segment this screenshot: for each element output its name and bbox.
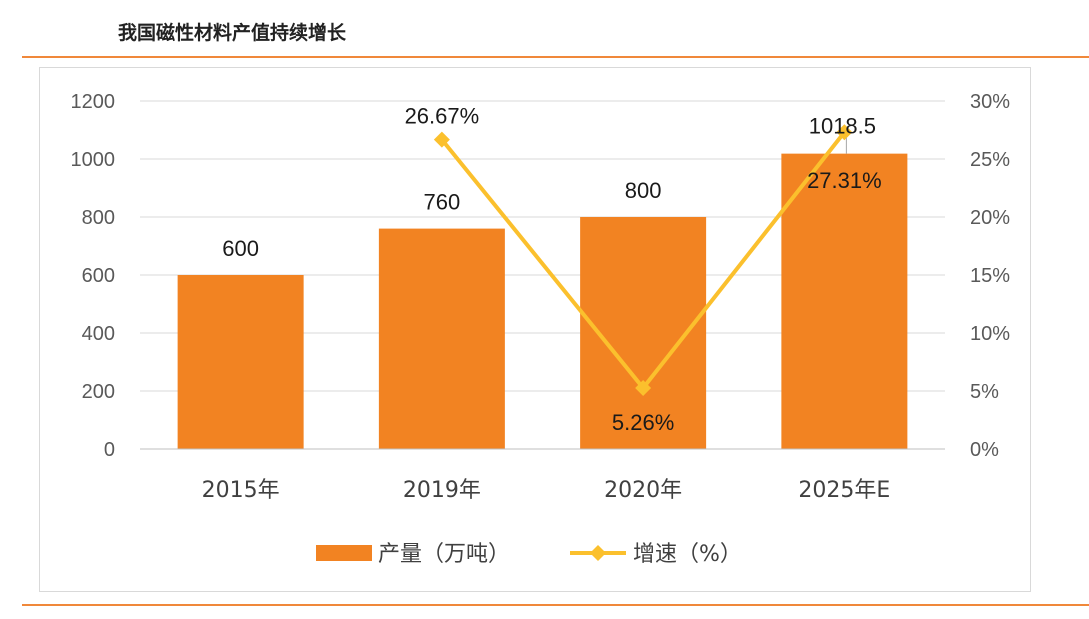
legend: 产量（万吨） 增速（%） [316,542,742,567]
y-left-tick-label: 800 [82,207,115,229]
x-tick-label: 2015年 [202,478,280,503]
page-title: 我国磁性材料产值持续增长 [118,22,347,44]
line-point-marker [635,379,652,396]
bar-series [177,153,908,449]
y-right-tick-label: 20% [970,207,1010,229]
line-point-marker [836,124,853,141]
y-left-tick-label: 0 [104,439,115,461]
legend-line-marker [590,545,606,561]
legend-bar-label: 产量（万吨） [378,542,510,567]
legend-bar-swatch [316,545,372,561]
bar [177,275,304,449]
bar-data-label: 800 [625,178,662,203]
y-left-tick-label: 1200 [71,91,116,113]
y-left-tick-label: 600 [82,265,115,287]
line-series [433,124,853,396]
line-data-label: 5.26% [612,410,674,435]
y-right-tick-label: 15% [970,265,1010,287]
top-divider [22,56,1089,58]
data-labels: 600 760 800 1018.5 26.67% 5.26% 27.31% [222,104,881,435]
y-right-tick-label: 30% [970,91,1010,113]
axes: 0 200 400 600 800 1000 1200 0% 5% 10% 15% 20% 25% 30%… [71,91,1011,503]
bar-data-label: 1018.5 [809,114,876,139]
line-point-marker [433,131,450,148]
y-left-tick-label: 200 [82,381,115,403]
y-right-tick-label: 0% [970,439,999,461]
x-tick-label: 2020年 [604,478,682,503]
y-right-tick-label: 25% [970,149,1010,171]
bottom-divider [22,604,1089,606]
y-left-tick-label: 1000 [71,149,116,171]
bar [781,153,908,449]
y-right-tick-label: 5% [970,381,999,403]
x-tick-label: 2025年E [798,478,890,503]
y-right-tick-label: 10% [970,323,1010,345]
bar-data-label: 600 [222,236,259,261]
bar-data-label: 760 [424,190,461,215]
line-data-label: 27.31% [807,168,882,193]
line-data-label: 26.67% [405,104,480,129]
chart-frame [39,67,1031,592]
y-left-tick-label: 400 [82,323,115,345]
bar [378,228,505,449]
legend-line-label: 增速（%） [633,542,742,567]
x-tick-label: 2019年 [403,478,481,503]
